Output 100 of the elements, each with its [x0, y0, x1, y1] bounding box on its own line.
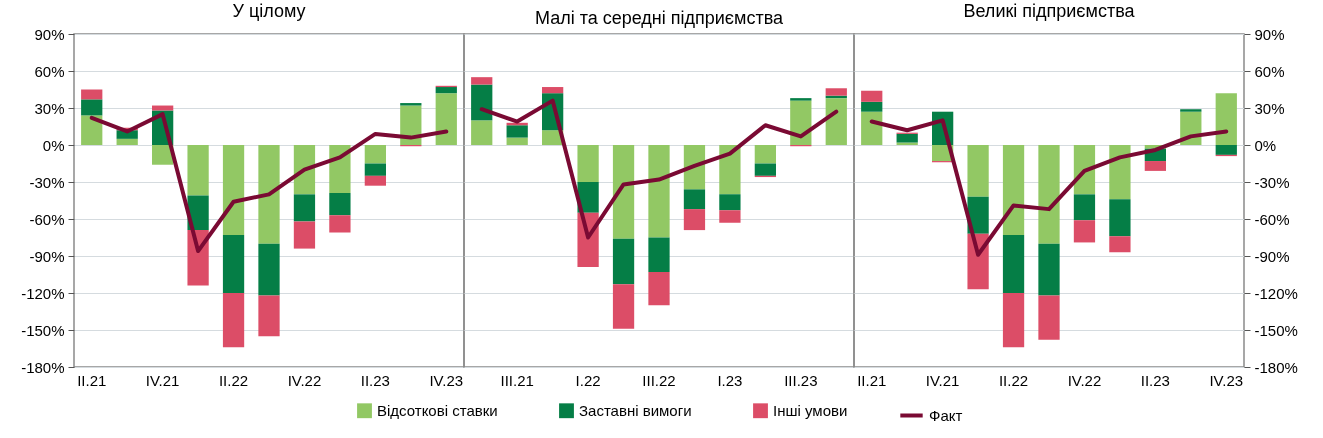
x-tick-label: IV.22 — [1067, 371, 1102, 389]
y-tick-label: 30% — [1254, 99, 1285, 117]
x-tick-label: IV.21 — [925, 371, 960, 389]
x-tick-label: IV.21 — [145, 371, 180, 389]
y-tick-label: -120% — [21, 284, 65, 302]
x-tick-label: I.23 — [717, 371, 743, 389]
y-tick-label: -180% — [1254, 358, 1298, 376]
x-tick-label: IV.23 — [1209, 371, 1244, 389]
bar — [258, 243, 280, 296]
y-tick-label: 0% — [1254, 136, 1277, 154]
legend-label: Факт — [929, 406, 963, 424]
legend-label: Інші умови — [773, 401, 848, 419]
bar — [506, 137, 528, 145]
y-tick-label: -60% — [29, 210, 65, 228]
bar — [1038, 295, 1060, 340]
y-tick-label: 0% — [42, 136, 65, 154]
bar — [187, 145, 209, 196]
x-tick-label: IV.23 — [429, 371, 464, 389]
bar — [400, 103, 422, 106]
y-tick-label: -180% — [21, 358, 65, 376]
bar — [1109, 199, 1131, 237]
bar — [612, 238, 635, 285]
bar — [1144, 161, 1166, 171]
bar — [861, 111, 883, 145]
x-tick-label: I.22 — [575, 371, 601, 389]
bar — [648, 145, 670, 238]
legend-label: Заставні вимоги — [579, 401, 692, 419]
bar — [612, 284, 635, 329]
bar — [1002, 145, 1025, 236]
bar — [364, 145, 386, 164]
bar — [754, 163, 776, 176]
legend-label: Відсоткові ставки — [377, 401, 498, 419]
bar — [222, 145, 245, 236]
bar — [329, 145, 351, 194]
bar — [1002, 235, 1025, 293]
bar — [222, 235, 245, 293]
bar — [719, 210, 741, 223]
bar — [1109, 145, 1131, 200]
x-tick-label: II.22 — [218, 371, 249, 389]
chart-title: У цілому — [232, 1, 306, 21]
bar — [471, 77, 493, 85]
bar — [1002, 293, 1025, 348]
bar — [754, 145, 776, 164]
bar — [1038, 145, 1060, 244]
bar — [258, 145, 280, 244]
bar — [1073, 220, 1096, 243]
bar — [967, 145, 989, 197]
y-tick-label: -90% — [29, 247, 65, 265]
bar — [329, 193, 351, 216]
line-series — [869, 118, 1229, 257]
x-tick-label: III.22 — [642, 371, 676, 389]
x-tick-label: II.22 — [998, 371, 1029, 389]
bar — [116, 138, 138, 145]
x-tick-label: III.21 — [500, 371, 534, 389]
bar — [683, 209, 706, 231]
bar — [81, 99, 103, 116]
x-tick-label: II.21 — [77, 371, 107, 389]
bar — [1180, 109, 1202, 112]
bar — [364, 163, 386, 176]
y-tick-label: -90% — [1254, 247, 1290, 265]
y-tick-label: 90% — [34, 25, 65, 43]
x-tick-label: II.23 — [1140, 371, 1170, 389]
line-series — [89, 112, 449, 254]
bar — [542, 87, 564, 94]
bar — [1073, 194, 1096, 221]
bar — [1109, 236, 1131, 253]
bar — [825, 88, 847, 96]
bar — [1215, 93, 1237, 145]
bar — [790, 98, 812, 101]
chart-title: Малі та середні підприємства — [534, 8, 785, 28]
y-tick-label: 90% — [1254, 25, 1285, 43]
y-tick-label: -30% — [29, 173, 65, 191]
bar — [506, 125, 528, 138]
bar — [471, 120, 493, 145]
bar — [861, 101, 883, 112]
bar — [648, 237, 670, 273]
bar — [293, 221, 316, 249]
bar — [258, 295, 280, 337]
bar — [81, 89, 103, 100]
bar — [1215, 145, 1237, 155]
bar — [293, 194, 316, 222]
x-tick-label: III.23 — [784, 371, 818, 389]
bar — [152, 145, 174, 165]
bar — [577, 145, 599, 182]
y-tick-label: -60% — [1254, 210, 1290, 228]
bar — [825, 98, 847, 145]
y-tick-label: 60% — [1254, 62, 1285, 80]
y-tick-label: -150% — [1254, 321, 1298, 339]
x-tick-label: II.21 — [857, 371, 887, 389]
bar — [896, 133, 918, 143]
y-tick-label: 60% — [34, 62, 65, 80]
chart-title: Великі підприємства — [963, 1, 1136, 21]
bar — [1038, 243, 1060, 296]
y-tick-label: 30% — [34, 99, 65, 117]
bar — [612, 145, 635, 239]
bar — [648, 272, 670, 306]
bar — [435, 93, 457, 145]
y-tick-label: -120% — [1254, 284, 1298, 302]
bar — [719, 145, 741, 195]
bar — [435, 87, 457, 94]
